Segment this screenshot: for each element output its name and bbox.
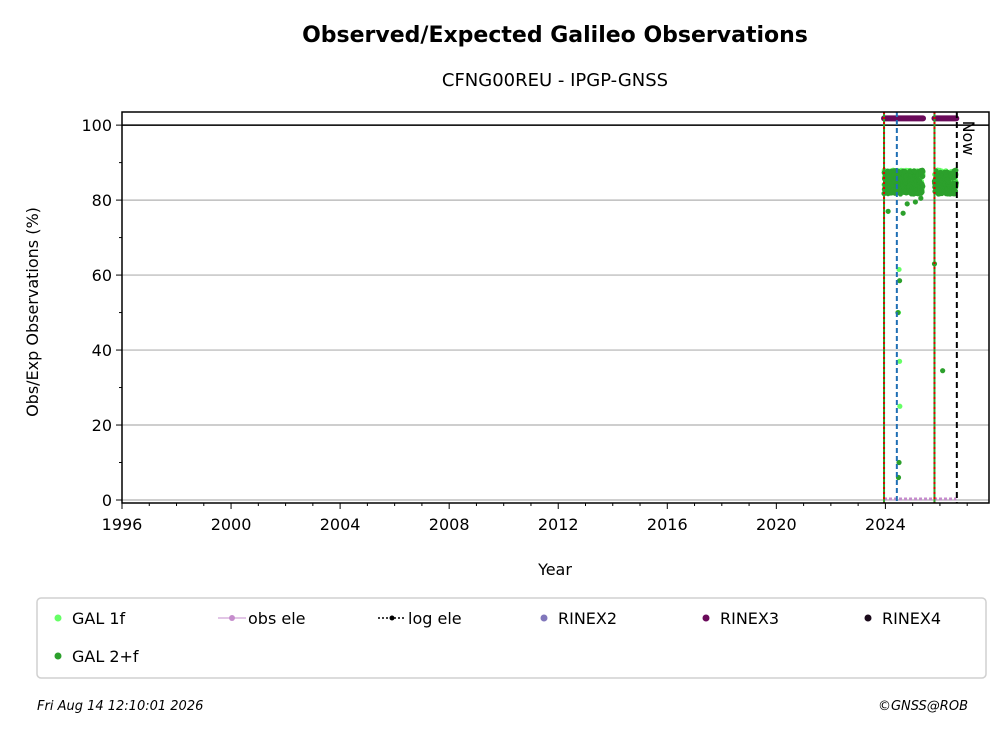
gal-2f-point	[912, 199, 918, 205]
gal-2f-point	[953, 167, 959, 173]
gal-2f-point	[885, 208, 891, 214]
gal-2f-point	[896, 278, 903, 284]
legend-marker-rinex4	[864, 614, 872, 622]
gal-2f-point	[920, 173, 926, 179]
gal-2f-point	[918, 195, 924, 201]
legend-marker-gal-2-f	[54, 652, 62, 660]
legend-marker-gal-1f	[54, 614, 62, 622]
legend-label-rinex2: RINEX2	[558, 609, 617, 628]
legend-label-rinex3: RINEX3	[720, 609, 779, 628]
now-label: Now	[959, 121, 978, 156]
gal-1f-point	[897, 403, 903, 409]
legend: GAL 1f obs ele log ele RINEX2 RINEX3 RINEX4 GA…	[36, 597, 987, 679]
gal-1f-point	[896, 358, 903, 364]
y-tick-label: 40	[92, 341, 112, 360]
x-tick-label: 2000	[211, 515, 252, 534]
y-tick-label: 100	[81, 116, 112, 135]
y-tick-label: 0	[102, 491, 112, 510]
plot-area: 0 20 40 60 80 100 1996 2000 2004 2008 2012 2016 2020…	[81, 111, 990, 534]
gal-2f-point	[919, 189, 925, 195]
x-tick-label: 2016	[647, 515, 688, 534]
legend-label-gal-1f: GAL 1f	[72, 609, 126, 628]
y-tick-label: 80	[92, 191, 112, 210]
legend-label-gal-2-f: GAL 2+f	[72, 647, 139, 666]
x-tick-label: 2004	[320, 515, 361, 534]
legend-marker-obs-ele	[229, 615, 235, 621]
gal-2f-point	[904, 201, 910, 207]
legend-label-log-ele: log ele	[408, 609, 462, 628]
y-axis-label: Obs/Exp Observations (%)	[23, 207, 42, 417]
x-axis-label: Year	[537, 560, 572, 579]
gal-2f-point	[900, 210, 906, 216]
x-tick-label: 1996	[102, 515, 143, 534]
x-tick-label: 2008	[429, 515, 470, 534]
footer-credit: ©GNSS@ROB	[878, 699, 968, 714]
gal-2f-point	[920, 168, 926, 174]
gal-2f-point	[896, 459, 902, 466]
y-tick-label: 60	[92, 266, 112, 285]
legend-label-obs-ele: obs ele	[248, 609, 306, 628]
legend-marker-rinex2	[540, 614, 548, 622]
x-tick-label: 2024	[865, 515, 906, 534]
plot-content	[122, 112, 989, 503]
chart-title: Observed/Expected Galileo Observations	[302, 23, 808, 48]
chart-subtitle: CFNG00REU - IPGP-GNSS	[442, 70, 668, 91]
legend-label-rinex4: RINEX4	[882, 609, 941, 628]
legend-box	[36, 597, 987, 679]
x-tick-label: 2020	[756, 515, 797, 534]
plot-frame	[121, 111, 990, 504]
footer-timestamp: Fri Aug 14 12:10:01 2026	[37, 699, 203, 714]
gal-2f-point	[940, 368, 946, 374]
x-tick-label: 2012	[538, 515, 579, 534]
gal-2f-point	[920, 183, 926, 189]
y-tick-label: 20	[92, 416, 112, 435]
legend-marker-rinex3	[702, 614, 710, 622]
legend-marker-log-ele	[389, 615, 395, 621]
